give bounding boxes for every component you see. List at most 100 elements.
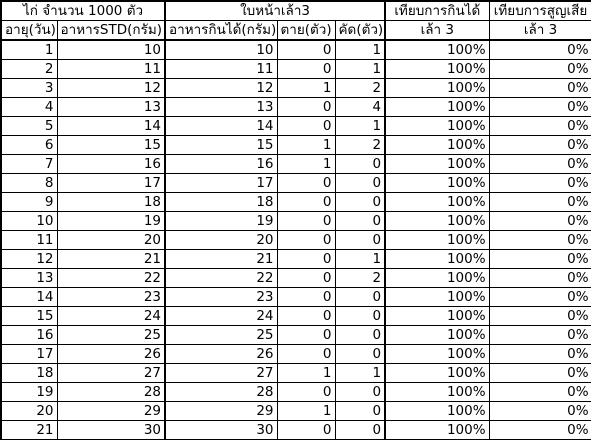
header-dead[interactable]: ตาย(ตัว) <box>276 20 336 41</box>
cell-feed-eaten[interactable]: 22 <box>164 268 278 288</box>
cell-std-feed[interactable]: 24 <box>56 306 167 326</box>
cell-age[interactable]: 7 <box>0 154 58 174</box>
cell-std-feed[interactable]: 14 <box>56 116 167 136</box>
cell-pct-loss[interactable]: 0% <box>488 116 591 136</box>
cell-std-feed[interactable]: 30 <box>56 420 167 440</box>
cell-pct-loss[interactable]: 0% <box>488 249 591 269</box>
cell-cull[interactable]: 2 <box>334 135 387 155</box>
cell-dead[interactable]: 0 <box>276 97 336 117</box>
cell-feed-eaten[interactable]: 11 <box>164 59 278 79</box>
header-age[interactable]: อายุ(วัน) <box>0 20 58 41</box>
cell-dead[interactable]: 1 <box>276 78 336 98</box>
cell-cull[interactable]: 1 <box>334 249 387 269</box>
cell-age[interactable]: 15 <box>0 306 58 326</box>
cell-cull[interactable]: 0 <box>334 173 387 193</box>
cell-pct-eat[interactable]: 100% <box>384 192 490 212</box>
cell-std-feed[interactable]: 12 <box>56 78 167 98</box>
cell-feed-eaten[interactable]: 28 <box>164 382 278 402</box>
cell-dead[interactable]: 0 <box>276 39 336 60</box>
cell-pct-loss[interactable]: 0% <box>488 154 591 174</box>
cell-cull[interactable]: 0 <box>334 230 387 250</box>
cell-feed-eaten[interactable]: 13 <box>164 97 278 117</box>
cell-age[interactable]: 11 <box>0 230 58 250</box>
cell-dead[interactable]: 0 <box>276 382 336 402</box>
cell-std-feed[interactable]: 21 <box>56 249 167 269</box>
cell-age[interactable]: 17 <box>0 344 58 364</box>
cell-pct-loss[interactable]: 0% <box>488 135 591 155</box>
cell-feed-eaten[interactable]: 18 <box>164 192 278 212</box>
cell-age[interactable]: 4 <box>0 97 58 117</box>
cell-dead[interactable]: 0 <box>276 287 336 307</box>
cell-pct-eat[interactable]: 100% <box>384 59 490 79</box>
cell-age[interactable]: 8 <box>0 173 58 193</box>
cell-age[interactable]: 3 <box>0 78 58 98</box>
cell-dead[interactable]: 0 <box>276 192 336 212</box>
cell-pct-loss[interactable]: 0% <box>488 192 591 212</box>
cell-pct-eat[interactable]: 100% <box>384 39 490 60</box>
cell-feed-eaten[interactable]: 10 <box>164 39 278 60</box>
cell-pct-eat[interactable]: 100% <box>384 306 490 326</box>
cell-feed-eaten[interactable]: 29 <box>164 401 278 421</box>
cell-dead[interactable]: 0 <box>276 249 336 269</box>
cell-pct-loss[interactable]: 0% <box>488 382 591 402</box>
cell-feed-eaten[interactable]: 17 <box>164 173 278 193</box>
cell-feed-eaten[interactable]: 20 <box>164 230 278 250</box>
cell-dead[interactable]: 0 <box>276 59 336 79</box>
cell-dead[interactable]: 1 <box>276 135 336 155</box>
cell-dead[interactable]: 1 <box>276 401 336 421</box>
cell-pct-eat[interactable]: 100% <box>384 249 490 269</box>
header-pct-loss[interactable]: เทียบการสูญเสีย <box>488 0 591 21</box>
cell-pct-loss[interactable]: 0% <box>488 287 591 307</box>
cell-std-feed[interactable]: 28 <box>56 382 167 402</box>
cell-feed-eaten[interactable]: 26 <box>164 344 278 364</box>
cell-dead[interactable]: 0 <box>276 325 336 345</box>
cell-pct-loss[interactable]: 0% <box>488 420 591 440</box>
cell-std-feed[interactable]: 13 <box>56 97 167 117</box>
cell-std-feed[interactable]: 16 <box>56 154 167 174</box>
header-chicken-count[interactable]: ไก่ จำนวน 1000 ตัว <box>0 0 167 21</box>
cell-cull[interactable]: 2 <box>334 78 387 98</box>
cell-std-feed[interactable]: 17 <box>56 173 167 193</box>
cell-cull[interactable]: 4 <box>334 97 387 117</box>
cell-cull[interactable]: 0 <box>334 420 387 440</box>
cell-std-feed[interactable]: 22 <box>56 268 167 288</box>
header-pct-loss-house[interactable]: เล้า 3 <box>488 20 591 41</box>
header-house-3[interactable]: ใบหน้าเล้า3 <box>164 0 387 21</box>
cell-pct-loss[interactable]: 0% <box>488 401 591 421</box>
cell-pct-eat[interactable]: 100% <box>384 211 490 231</box>
cell-std-feed[interactable]: 20 <box>56 230 167 250</box>
cell-feed-eaten[interactable]: 14 <box>164 116 278 136</box>
cell-pct-eat[interactable]: 100% <box>384 135 490 155</box>
cell-feed-eaten[interactable]: 25 <box>164 325 278 345</box>
cell-feed-eaten[interactable]: 21 <box>164 249 278 269</box>
cell-feed-eaten[interactable]: 15 <box>164 135 278 155</box>
cell-dead[interactable]: 0 <box>276 344 336 364</box>
cell-pct-eat[interactable]: 100% <box>384 230 490 250</box>
header-pct-eat[interactable]: เทียบการกินได้ <box>384 0 490 21</box>
cell-feed-eaten[interactable]: 24 <box>164 306 278 326</box>
cell-std-feed[interactable]: 25 <box>56 325 167 345</box>
cell-pct-eat[interactable]: 100% <box>384 116 490 136</box>
cell-cull[interactable]: 0 <box>334 211 387 231</box>
cell-pct-eat[interactable]: 100% <box>384 78 490 98</box>
cell-age[interactable]: 2 <box>0 59 58 79</box>
cell-age[interactable]: 6 <box>0 135 58 155</box>
cell-cull[interactable]: 0 <box>334 401 387 421</box>
cell-std-feed[interactable]: 18 <box>56 192 167 212</box>
cell-pct-loss[interactable]: 0% <box>488 268 591 288</box>
cell-dead[interactable]: 0 <box>276 268 336 288</box>
cell-std-feed[interactable]: 27 <box>56 363 167 383</box>
cell-pct-eat[interactable]: 100% <box>384 97 490 117</box>
cell-cull[interactable]: 1 <box>334 116 387 136</box>
cell-cull[interactable]: 0 <box>334 325 387 345</box>
cell-std-feed[interactable]: 26 <box>56 344 167 364</box>
cell-cull[interactable]: 1 <box>334 39 387 60</box>
cell-pct-loss[interactable]: 0% <box>488 173 591 193</box>
cell-pct-eat[interactable]: 100% <box>384 420 490 440</box>
cell-pct-eat[interactable]: 100% <box>384 363 490 383</box>
cell-pct-eat[interactable]: 100% <box>384 382 490 402</box>
cell-std-feed[interactable]: 23 <box>56 287 167 307</box>
cell-dead[interactable]: 0 <box>276 173 336 193</box>
cell-pct-eat[interactable]: 100% <box>384 325 490 345</box>
cell-cull[interactable]: 0 <box>334 192 387 212</box>
